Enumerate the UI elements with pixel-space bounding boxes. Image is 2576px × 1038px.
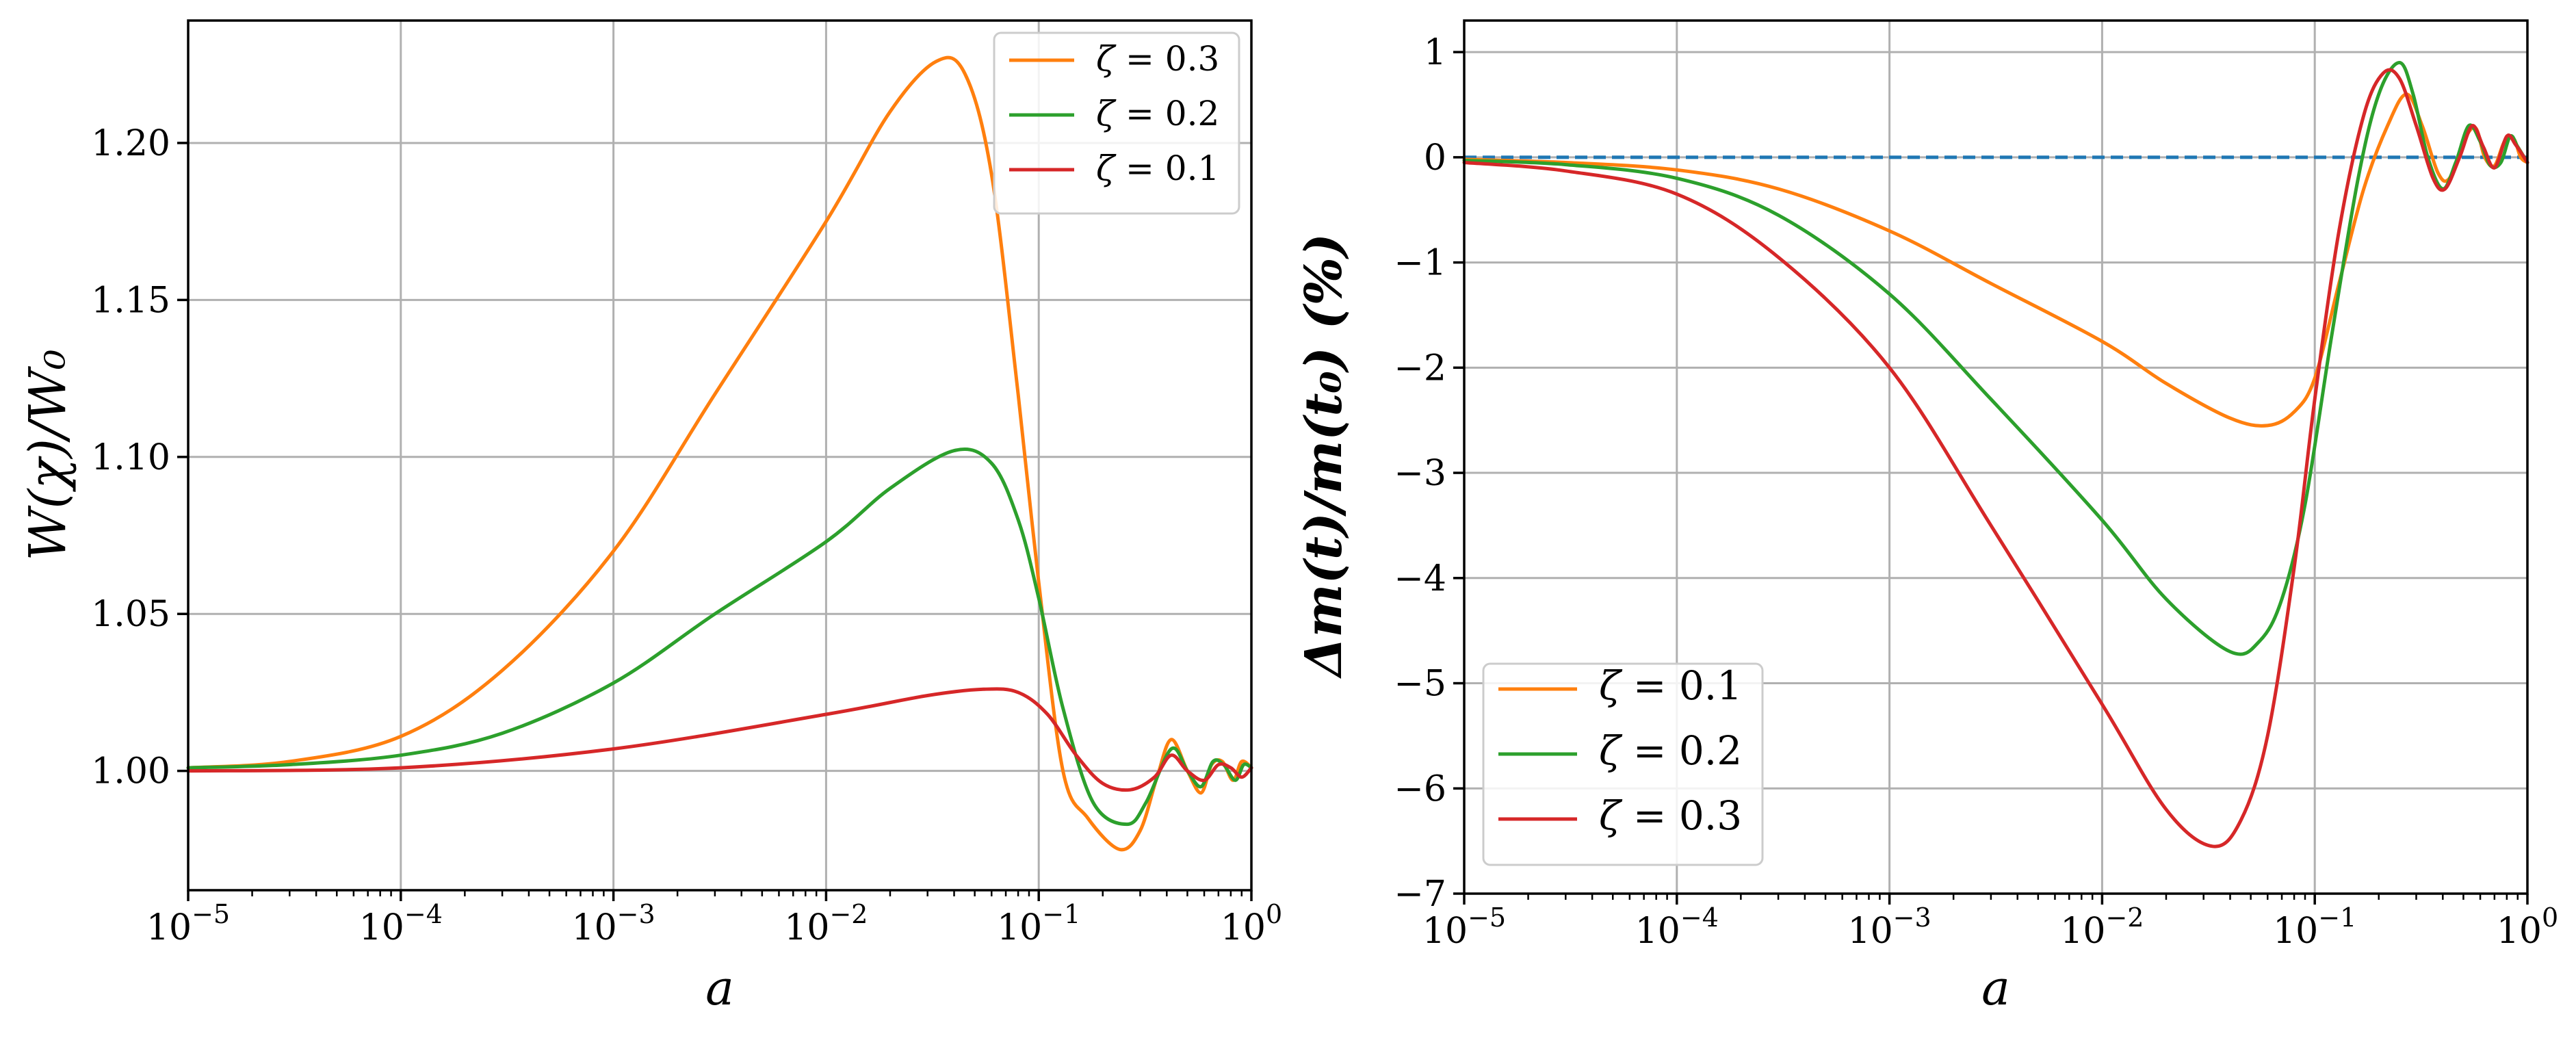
right-axis-ticks xyxy=(1453,51,2529,905)
right-legend-label: ζ = 0.1 xyxy=(1599,662,1742,709)
right-x-tick-labels: 10−5 10−4 10−3 10−2 10−1 100 xyxy=(1422,903,2558,952)
left-x-tick-label: 100 xyxy=(1221,899,1282,948)
right-series-group xyxy=(1462,61,2529,848)
right-y-tick-label: −3 xyxy=(1394,453,1446,494)
left-legend-entries: ζ = 0.3 ζ = 0.2 ζ = 0.1 xyxy=(1009,39,1219,188)
right-chart: 10−5 10−4 10−3 10−2 10−1 100 −7 −6 −5 −4 −3 −2 −1 0 1… xyxy=(1294,19,2558,1016)
left-series-line-3 xyxy=(186,687,1253,792)
right-grid xyxy=(1463,21,2529,895)
right-y-tick-label: 1 xyxy=(1424,32,1446,73)
left-y-tick-label: 1.05 xyxy=(91,594,170,635)
right-x-tick-label: 10−4 xyxy=(1635,903,1719,952)
left-legend: ζ = 0.3 ζ = 0.2 ζ = 0.1 xyxy=(993,31,1240,215)
left-x-tick-label: 10−2 xyxy=(784,899,868,948)
left-y-tick-labels: 1.00 1.05 1.10 1.15 1.20 xyxy=(91,123,170,792)
right-y-tick-labels: −7 −6 −5 −4 −3 −2 −1 0 1 xyxy=(1394,32,1446,915)
left-x-tick-label: 10−1 xyxy=(997,899,1080,948)
right-x-axis-label: a xyxy=(1981,960,2010,1016)
left-axis-ticks xyxy=(177,142,1253,901)
right-legend-label: ζ = 0.3 xyxy=(1599,792,1742,839)
right-y-tick-label: −5 xyxy=(1394,664,1446,705)
right-y-tick-label: −2 xyxy=(1394,348,1446,389)
left-x-tick-label: 10−5 xyxy=(146,899,230,948)
left-x-tick-label: 10−3 xyxy=(571,899,655,948)
right-series-line-3 xyxy=(1462,68,2529,848)
left-legend-label: ζ = 0.1 xyxy=(1096,148,1219,188)
right-x-tick-label: 10−5 xyxy=(1422,903,1506,952)
right-y-tick-label: −1 xyxy=(1394,243,1446,284)
right-legend-entries: ζ = 0.1 ζ = 0.2 ζ = 0.3 xyxy=(1498,662,1742,839)
right-legend: ζ = 0.1 ζ = 0.2 ζ = 0.3 xyxy=(1482,662,1764,866)
right-y-axis-label: Δm(t)/m(t₀) (%) xyxy=(1294,233,1353,679)
left-legend-label: ζ = 0.2 xyxy=(1096,94,1219,133)
right-y-tick-label: −4 xyxy=(1394,558,1446,599)
right-x-tick-label: 10−2 xyxy=(2060,903,2144,952)
left-x-axis-label: a xyxy=(705,960,734,1016)
left-y-tick-label: 1.15 xyxy=(91,280,170,321)
right-y-tick-label: 0 xyxy=(1424,138,1446,179)
left-x-tick-labels: 10−5 10−4 10−3 10−2 10−1 100 xyxy=(146,899,1282,948)
left-y-tick-label: 1.20 xyxy=(91,123,170,164)
left-x-tick-label: 10−4 xyxy=(359,899,443,948)
right-x-tick-label: 10−3 xyxy=(1847,903,1931,952)
right-y-tick-label: −7 xyxy=(1394,874,1446,915)
right-x-tick-label: 10−1 xyxy=(2273,903,2356,952)
left-y-tick-label: 1.00 xyxy=(91,751,170,792)
right-plot-frame xyxy=(1463,19,2529,895)
left-y-tick-label: 1.10 xyxy=(91,437,170,478)
left-plot-frame xyxy=(187,19,1253,892)
right-series-line-1 xyxy=(1462,92,2529,428)
right-legend-label: ζ = 0.2 xyxy=(1599,727,1742,774)
left-legend-label: ζ = 0.3 xyxy=(1096,39,1219,79)
left-y-axis-label: W(χ)/W₀ xyxy=(18,349,77,560)
right-series-line-2 xyxy=(1462,61,2529,656)
left-series-group xyxy=(186,55,1253,852)
right-legend-box xyxy=(1482,662,1764,866)
right-y-tick-label: −6 xyxy=(1394,768,1446,809)
left-series-line-2 xyxy=(186,447,1253,827)
left-chart: 10−5 10−4 10−3 10−2 10−1 100 1.00 1.05 1.10 1.15… xyxy=(18,19,1282,1016)
right-x-tick-label: 100 xyxy=(2497,903,2558,952)
